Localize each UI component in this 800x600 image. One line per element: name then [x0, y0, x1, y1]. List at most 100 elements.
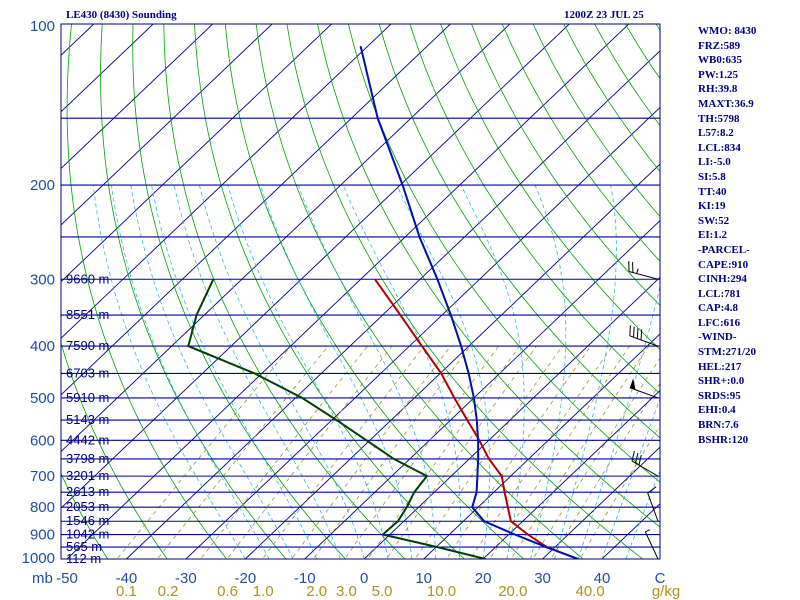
isotherm-line	[541, 446, 660, 559]
mixing-ratio-line	[156, 345, 329, 559]
index-item: LFC:616	[698, 316, 741, 329]
mixing-ratio-line	[116, 345, 292, 559]
dry-adiabat-lines	[61, 24, 800, 570]
isotherm-line	[423, 333, 660, 559]
moist-adiabat-line	[92, 185, 246, 559]
parcel-profile-line	[359, 45, 579, 559]
moist-adiabat-line	[577, 284, 660, 559]
height-label: 2613 m	[66, 484, 109, 499]
temperature-tick-label: -30	[175, 570, 197, 587]
isotherm-line	[125, 50, 660, 559]
temperature-profile-line	[374, 278, 579, 559]
dry-adiabat-line	[61, 472, 109, 559]
height-label: 3798 m	[66, 451, 109, 466]
index-item: PW:1.25	[698, 68, 739, 81]
dry-adiabat-line	[779, 24, 800, 570]
index-item: SHR+:0.0	[698, 375, 745, 388]
mixing-ratio-line	[446, 345, 591, 559]
index-item: SW:52	[698, 214, 730, 227]
station-title: LE430 (8430) Sounding	[66, 9, 177, 21]
index-item: SRDS:95	[698, 389, 741, 402]
pressure-label: 1000	[22, 550, 55, 567]
dry-adiabat-line	[317, 24, 660, 528]
moist-adiabat-line	[625, 469, 660, 559]
pressure-label: 900	[30, 527, 55, 544]
pressure-label: 100	[30, 18, 55, 35]
pressure-label: 800	[30, 499, 55, 516]
temperature-tick-label: -20	[234, 570, 256, 587]
height-label: 1546 m	[66, 513, 109, 528]
moist-adiabat-line	[554, 185, 617, 559]
mixing-ratio-label: 20.0	[498, 583, 527, 600]
mixing-ratio-line	[312, 345, 471, 559]
pressure-label: 700	[30, 468, 55, 485]
mixing-ratio-unit-label: g/kg	[652, 583, 680, 600]
height-label: 6703 m	[66, 365, 109, 380]
height-label: 2053 m	[66, 499, 109, 514]
mixing-ratio-label: 1.0	[253, 583, 274, 600]
height-label: 8551 m	[66, 307, 109, 322]
mixing-ratio-label: 0.1	[116, 583, 137, 600]
dry-adiabat-line	[348, 24, 660, 483]
mixing-ratio-label: 40.0	[576, 583, 605, 600]
mixing-ratio-line	[261, 345, 425, 559]
index-item: BSHR:120	[698, 433, 749, 446]
moist-adiabat-line	[173, 185, 341, 559]
wind-barb	[631, 450, 659, 477]
index-item: EI:1.2	[698, 229, 728, 242]
isotherm-line	[61, 24, 273, 226]
dry-adiabat-line	[194, 24, 465, 559]
mixing-ratio-line	[385, 345, 537, 559]
dry-adiabat-line	[61, 341, 168, 559]
dry-adiabat-line	[471, 24, 660, 306]
pressure-labels: 100 200 300 400 500 600 700 800 900 1000 mb	[22, 18, 55, 587]
height-label: 9660 m	[66, 271, 109, 286]
wind-barb	[647, 486, 659, 522]
index-item: -WIND-	[698, 331, 737, 344]
temperature-tick-label: -40	[116, 570, 138, 587]
mixing-ratio-label: 5.0	[372, 583, 393, 600]
pressure-label: 500	[30, 390, 55, 407]
isotherm-line	[61, 24, 333, 283]
isotherm-line	[61, 24, 570, 509]
isotherm-line	[61, 24, 392, 339]
temperature-unit-label: C	[655, 570, 666, 587]
index-item: LCL:781	[698, 287, 741, 300]
mixing-ratio-label: 3.0	[336, 583, 357, 600]
index-item: KI:19	[698, 200, 726, 213]
moist-adiabat-line	[111, 185, 270, 559]
isotherm-line	[304, 220, 660, 559]
height-label: 7590 m	[66, 338, 109, 353]
height-label: 3201 m	[66, 468, 109, 483]
index-item: TH:5798	[698, 112, 740, 125]
dry-adiabat-line	[501, 24, 660, 262]
mixing-ratio-line	[579, 424, 660, 559]
stability-indices-list: WMO: 8430 FRZ:589 WB0:635 PW:1.25 RH:39.8 MAX…	[698, 24, 756, 447]
wind-barb	[644, 529, 659, 560]
isobar-lines	[61, 24, 660, 559]
temperature-tick-label: 0	[360, 570, 368, 587]
isotherm-line	[61, 24, 511, 453]
plot-frame	[60, 23, 661, 560]
index-item: MAXT:36.9	[698, 97, 754, 110]
dewpoint-profile-line	[187, 278, 486, 559]
sounding-profiles	[187, 45, 579, 559]
temperature-tick-label: -50	[56, 570, 78, 587]
dry-adiabat-line	[440, 24, 660, 351]
index-item: WB0:635	[698, 54, 742, 67]
dry-adiabat-line	[132, 24, 347, 559]
mixing-ratio-line	[470, 345, 613, 559]
index-item: TT:40	[698, 185, 727, 198]
dry-adiabat-line	[255, 24, 584, 559]
wind-barb	[629, 378, 659, 399]
height-label: 565 m	[66, 539, 102, 554]
dry-adiabat-line	[378, 24, 660, 439]
mixing-ratio-line	[291, 345, 452, 559]
isotherm-line	[482, 389, 660, 559]
index-item: HEL:217	[698, 360, 742, 373]
isotherm-line	[61, 24, 452, 396]
temperature-tick-label: 10	[415, 570, 432, 587]
dry-adiabat-line	[224, 24, 525, 559]
